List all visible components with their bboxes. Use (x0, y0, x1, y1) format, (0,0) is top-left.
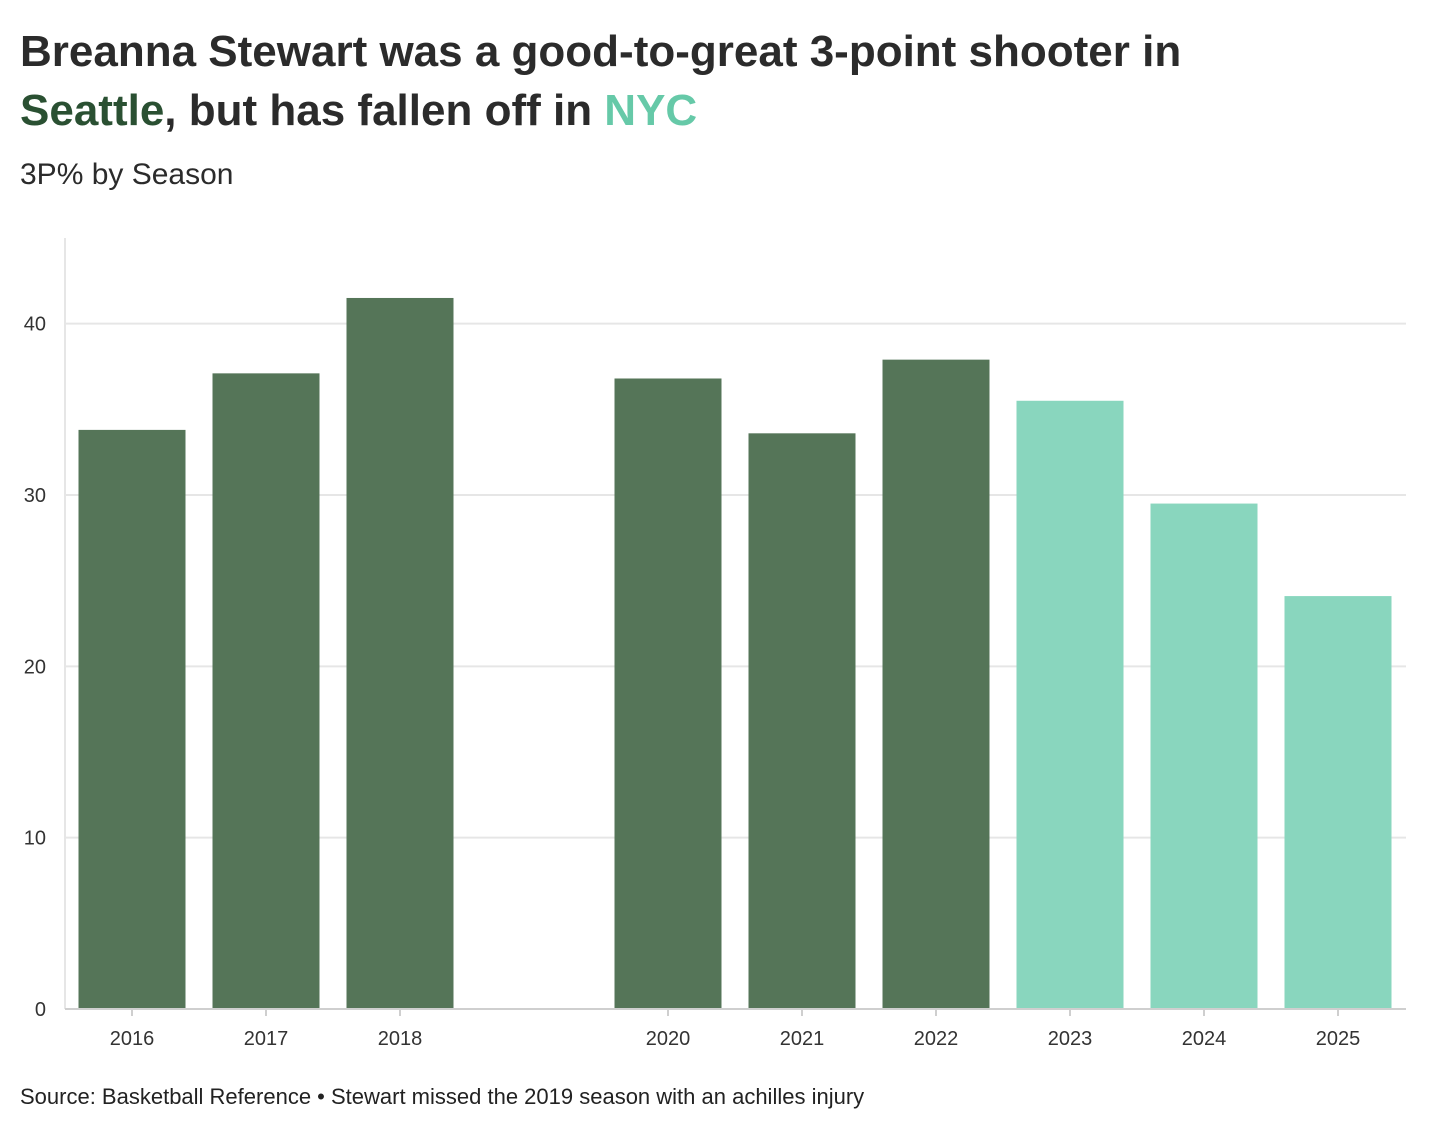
y-tick-label-10: 10 (24, 828, 46, 850)
source-note: Source: Basketball Reference • Stewart m… (20, 1084, 865, 1109)
title-seattle: Seattle (20, 86, 165, 135)
x-tick-label-2024: 2024 (1182, 1028, 1227, 1050)
bar-2017 (212, 373, 320, 1009)
chart-subtitle: 3P% by Season (20, 158, 234, 191)
bar-2020 (614, 378, 722, 1009)
bar-chart: 0 10 20 30 40 2016 2017 2018 2020 2021 2022 2023 202… (24, 238, 1406, 1050)
title-nyc: NYC (604, 86, 698, 135)
bar-2016 (78, 429, 186, 1010)
bar-2023 (1016, 400, 1124, 1009)
y-tick-label-20: 20 (24, 656, 46, 678)
x-tick-label-2022: 2022 (914, 1028, 959, 1050)
x-tick-label-2023: 2023 (1048, 1028, 1093, 1050)
x-tick-label-2020: 2020 (646, 1028, 691, 1050)
axes: 0 10 20 30 40 2016 2017 2018 2020 2021 2022 2023 202… (24, 238, 1406, 1050)
x-tick-label-2021: 2021 (780, 1028, 825, 1050)
bar-2022 (882, 359, 990, 1009)
bar-2018 (346, 297, 454, 1009)
bars (78, 297, 1392, 1010)
title-text-2: , but has fallen off in (164, 86, 605, 135)
bar-2024 (1150, 503, 1258, 1009)
y-tick-label-40: 40 (24, 314, 46, 336)
title-text-1: Breanna Stewart was a good-to-great 3-po… (20, 27, 1182, 76)
y-tick-label-0: 0 (35, 999, 46, 1021)
bar-2021 (748, 433, 856, 1009)
x-tick-label-2016: 2016 (110, 1028, 155, 1050)
bar-2025 (1284, 596, 1392, 1009)
x-tick-label-2018: 2018 (378, 1028, 423, 1050)
chart-title: Breanna Stewart was a good-to-great 3-po… (20, 22, 1420, 140)
x-tick-label-2017: 2017 (244, 1028, 289, 1050)
y-tick-label-30: 30 (24, 485, 46, 507)
x-tick-label-2025: 2025 (1316, 1028, 1361, 1050)
